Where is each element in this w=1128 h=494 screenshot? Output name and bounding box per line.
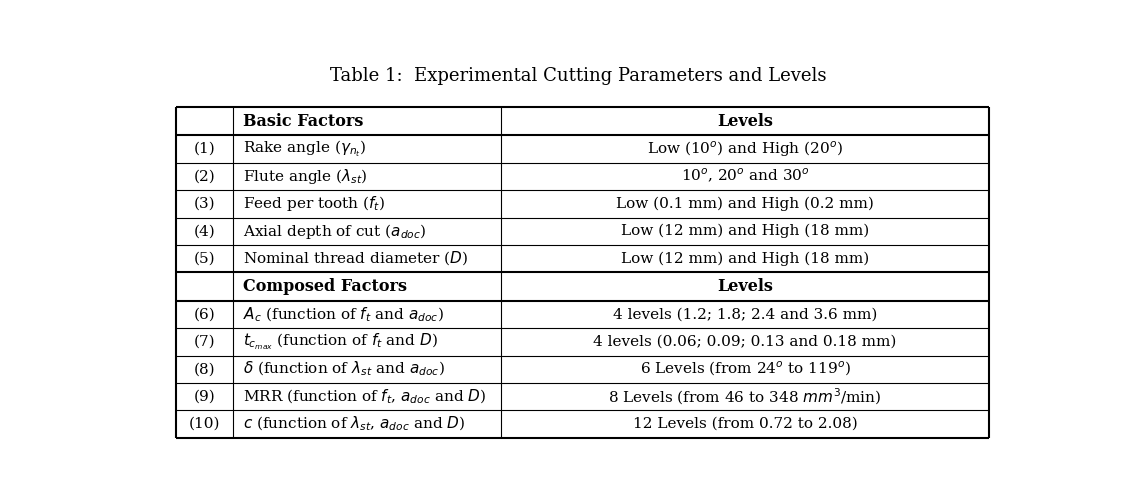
Text: 4 levels (1.2; 1.8; 2.4 and 3.6 mm): 4 levels (1.2; 1.8; 2.4 and 3.6 mm) bbox=[613, 307, 878, 322]
Text: Low (0.1 mm) and High (0.2 mm): Low (0.1 mm) and High (0.2 mm) bbox=[616, 197, 874, 211]
Text: (8): (8) bbox=[194, 362, 215, 376]
Text: Levels: Levels bbox=[717, 278, 773, 295]
Text: MRR (function of $f_t$, $a_{doc}$ and $D$): MRR (function of $f_t$, $a_{doc}$ and $D… bbox=[244, 387, 486, 406]
Text: (2): (2) bbox=[194, 169, 215, 183]
Text: 12 Levels (from 0.72 to 2.08): 12 Levels (from 0.72 to 2.08) bbox=[633, 417, 857, 431]
Text: (6): (6) bbox=[194, 307, 215, 322]
Text: $\delta$ (function of $\lambda_{st}$ and $a_{doc}$): $\delta$ (function of $\lambda_{st}$ and… bbox=[244, 360, 446, 378]
Text: Table 1:  Experimental Cutting Parameters and Levels: Table 1: Experimental Cutting Parameters… bbox=[329, 67, 827, 85]
Text: 10$^o$, 20$^o$ and 30$^o$: 10$^o$, 20$^o$ and 30$^o$ bbox=[680, 167, 810, 185]
Text: Levels: Levels bbox=[717, 113, 773, 129]
Text: 8 Levels (from 46 to 348 $mm^3$/min): 8 Levels (from 46 to 348 $mm^3$/min) bbox=[608, 386, 882, 407]
Text: Low (12 mm) and High (18 mm): Low (12 mm) and High (18 mm) bbox=[620, 224, 870, 239]
Text: Feed per tooth ($f_t$): Feed per tooth ($f_t$) bbox=[244, 194, 386, 213]
Text: (9): (9) bbox=[194, 390, 215, 404]
Text: 6 Levels (from 24$^o$ to 119$^o$): 6 Levels (from 24$^o$ to 119$^o$) bbox=[640, 360, 851, 378]
Text: (7): (7) bbox=[194, 335, 215, 349]
Text: (5): (5) bbox=[194, 251, 215, 266]
Text: (3): (3) bbox=[194, 197, 215, 211]
Text: Rake angle ($\gamma_{n_t}$): Rake angle ($\gamma_{n_t}$) bbox=[244, 139, 367, 160]
Text: (10): (10) bbox=[188, 417, 220, 431]
Text: $c$ (function of $\lambda_{st}$, $a_{doc}$ and $D$): $c$ (function of $\lambda_{st}$, $a_{doc… bbox=[244, 415, 466, 433]
Text: Flute angle ($\lambda_{st}$): Flute angle ($\lambda_{st}$) bbox=[244, 167, 368, 186]
Text: Nominal thread diameter ($D$): Nominal thread diameter ($D$) bbox=[244, 250, 469, 267]
Text: 4 levels (0.06; 0.09; 0.13 and 0.18 mm): 4 levels (0.06; 0.09; 0.13 and 0.18 mm) bbox=[593, 335, 897, 349]
Text: (4): (4) bbox=[194, 224, 215, 238]
Text: Basic Factors: Basic Factors bbox=[244, 113, 363, 129]
Text: Composed Factors: Composed Factors bbox=[244, 278, 407, 295]
Text: $A_c$ (function of $f_t$ and $a_{doc}$): $A_c$ (function of $f_t$ and $a_{doc}$) bbox=[244, 305, 444, 324]
Text: $t_{c_{max}}$ (function of $f_t$ and $D$): $t_{c_{max}}$ (function of $f_t$ and $D$… bbox=[244, 331, 439, 352]
Text: Low (12 mm) and High (18 mm): Low (12 mm) and High (18 mm) bbox=[620, 251, 870, 266]
Text: (1): (1) bbox=[194, 142, 215, 156]
Text: Low (10$^o$) and High (20$^o$): Low (10$^o$) and High (20$^o$) bbox=[647, 139, 843, 159]
Text: Axial depth of cut ($a_{doc}$): Axial depth of cut ($a_{doc}$) bbox=[244, 222, 426, 241]
